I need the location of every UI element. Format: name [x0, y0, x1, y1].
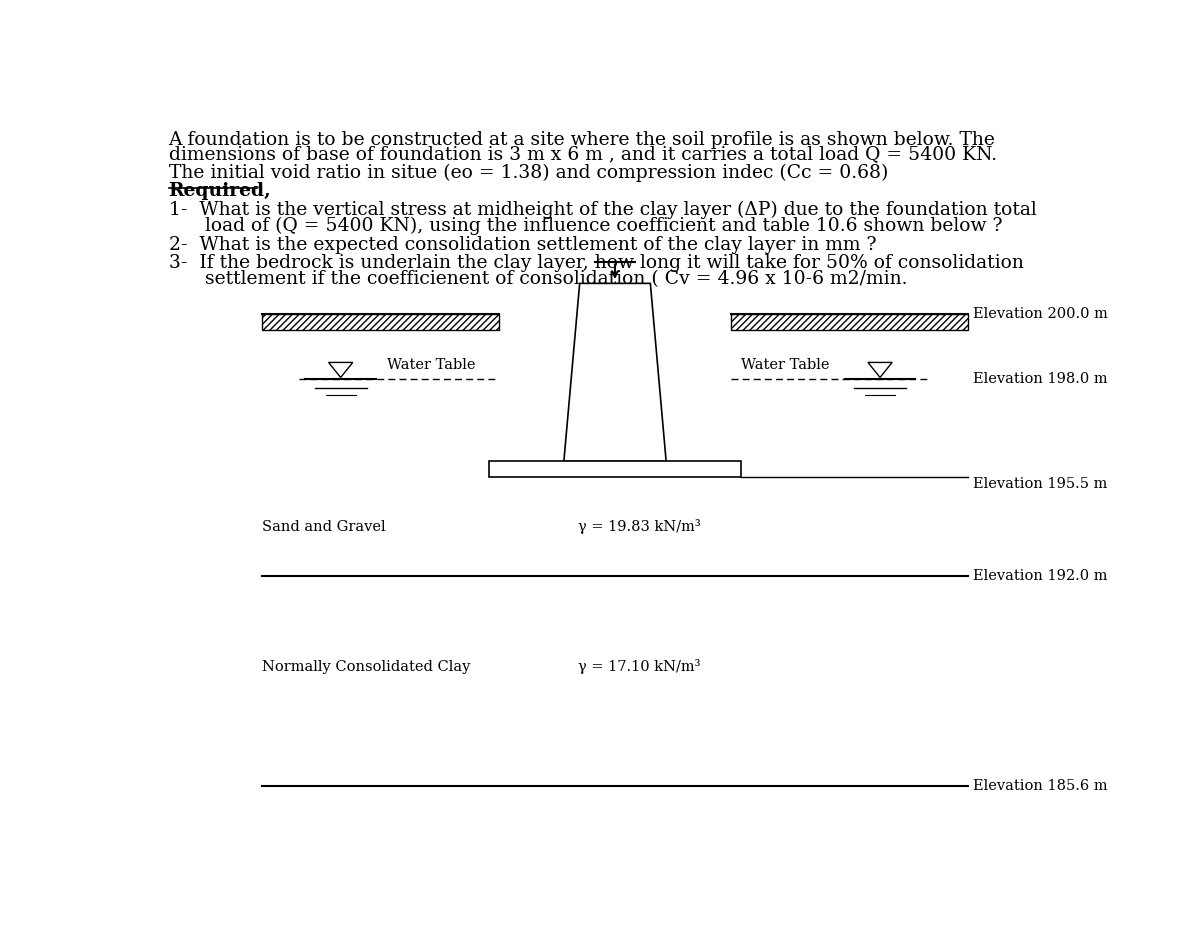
Text: load of (Q = 5400 KN), using the influence coefficient and table 10.6 shown belo: load of (Q = 5400 KN), using the influen… [168, 217, 1002, 235]
Text: Elevation 200.0 m: Elevation 200.0 m [973, 306, 1108, 321]
Text: Normally Consolidated Clay: Normally Consolidated Clay [262, 660, 470, 674]
Text: Elevation 195.5 m: Elevation 195.5 m [973, 478, 1108, 492]
Text: 2-  What is the expected consolidation settlement of the clay layer in mm ?: 2- What is the expected consolidation se… [168, 236, 876, 254]
Text: dimensions of base of foundation is 3 m x 6 m , and it carries a total load Q = : dimensions of base of foundation is 3 m … [168, 146, 997, 164]
Polygon shape [329, 363, 353, 378]
Text: Elevation 192.0 m: Elevation 192.0 m [973, 569, 1108, 583]
Text: Elevation 198.0 m: Elevation 198.0 m [973, 372, 1108, 386]
Text: Sand and Gravel: Sand and Gravel [262, 520, 385, 534]
Text: γ = 19.83 kN/m³: γ = 19.83 kN/m³ [578, 519, 701, 534]
Text: 1-  What is the vertical stress at midheight of the clay layer (ΔP) due to the f: 1- What is the vertical stress at midhei… [168, 201, 1037, 219]
Text: settlement if the coefficienent of consolidation ( Cv = 4.96 x 10-6 m2/min.: settlement if the coefficienent of conso… [168, 270, 907, 288]
Bar [262, 314, 499, 330]
Text: Water Table: Water Table [740, 358, 829, 372]
Text: The initial void ratio in situe (eo = 1.38) and compression indec (Cc = 0.68): The initial void ratio in situe (eo = 1.… [168, 164, 888, 181]
Text: Water Table: Water Table [388, 358, 475, 372]
Polygon shape [564, 283, 666, 462]
Bar [731, 314, 968, 330]
Polygon shape [868, 363, 892, 378]
Text: 3 m by 6 m: 3 m by 6 m [574, 462, 656, 477]
Text: A foundation is to be constructed at a site where the soil profile is as shown b: A foundation is to be constructed at a s… [168, 131, 996, 149]
Text: 3-  If the bedrock is underlain the clay layer, how long it will take for 50% of: 3- If the bedrock is underlain the clay … [168, 254, 1024, 272]
Text: Elevation 185.6 m: Elevation 185.6 m [973, 779, 1108, 793]
Bar [490, 462, 740, 478]
Text: γ = 17.10 kN/m³: γ = 17.10 kN/m³ [578, 659, 701, 674]
Text: Required,: Required, [168, 181, 271, 199]
